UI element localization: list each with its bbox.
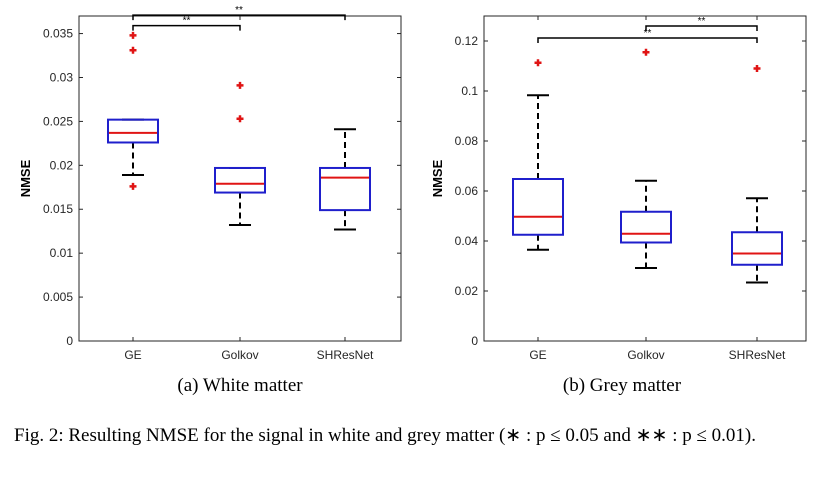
p2-ytick-label: 0.06 (455, 184, 479, 198)
p2-ytick-label: 0.04 (455, 234, 479, 248)
p1-ytick-label: 0.035 (43, 27, 73, 41)
p1-significance-label: ** (235, 5, 243, 16)
p2-ytick-label: 0.02 (455, 284, 479, 298)
p1-box-2 (319, 166, 371, 212)
p1-outlier-point (129, 31, 137, 39)
p1-xtick-label: GE (124, 348, 141, 362)
p1-significance-bracket (132, 14, 346, 21)
p1-subcaption: (a) White matter (177, 375, 303, 396)
p1-outlier-point (236, 115, 244, 123)
p1-xtick-label: Golkov (221, 348, 258, 362)
p2-significance-bracket (645, 25, 758, 31)
p1-outlier-point (236, 81, 244, 89)
p2-xtick-label: GE (529, 348, 546, 362)
p2-significance-bracket (537, 37, 758, 43)
figure-caption: Fig. 2: Resulting NMSE for the signal in… (14, 425, 756, 446)
p1-box-1 (214, 166, 266, 194)
p2-ytick-label: 0.1 (461, 84, 478, 98)
p2-ytick-label: 0.08 (455, 134, 479, 148)
p1-ytick-label: 0 (66, 334, 73, 348)
p1-significance-label: ** (183, 16, 191, 27)
p2-significance-label: ** (644, 28, 652, 39)
p2-ytick-label: 0.12 (455, 34, 479, 48)
p2-subcaption: (b) Grey matter (563, 375, 682, 396)
p1-ytick-label: 0.01 (50, 246, 74, 260)
p2-plot-frame (483, 15, 807, 342)
p1-outlier-point (129, 182, 137, 190)
p2-y-axis-label: NMSE (430, 159, 445, 197)
p1-box-0 (107, 118, 159, 144)
p2-box-1 (620, 210, 672, 244)
p2-box-2 (731, 231, 783, 266)
p2-box-0 (512, 178, 564, 236)
p1-xtick-label: SHResNet (317, 348, 374, 362)
p1-y-axis-label: NMSE (18, 159, 33, 197)
p1-significance-bracket (132, 24, 241, 31)
p1-ytick-label: 0.025 (43, 114, 73, 128)
p1-ytick-label: 0.03 (50, 70, 74, 84)
p2-ytick-label: 0 (471, 334, 478, 348)
p1-outlier-point (129, 46, 137, 54)
p2-xtick-label: Golkov (627, 348, 664, 362)
p1-ytick-label: 0.015 (43, 202, 73, 216)
p1-ytick-label: 0.005 (43, 290, 73, 304)
p2-outlier-point (753, 65, 761, 72)
p2-significance-label: ** (698, 16, 706, 27)
p1-ytick-label: 0.02 (50, 158, 74, 172)
p2-xtick-label: SHResNet (729, 348, 786, 362)
p2-outlier-point (642, 48, 650, 56)
p2-outlier-point (534, 59, 542, 67)
